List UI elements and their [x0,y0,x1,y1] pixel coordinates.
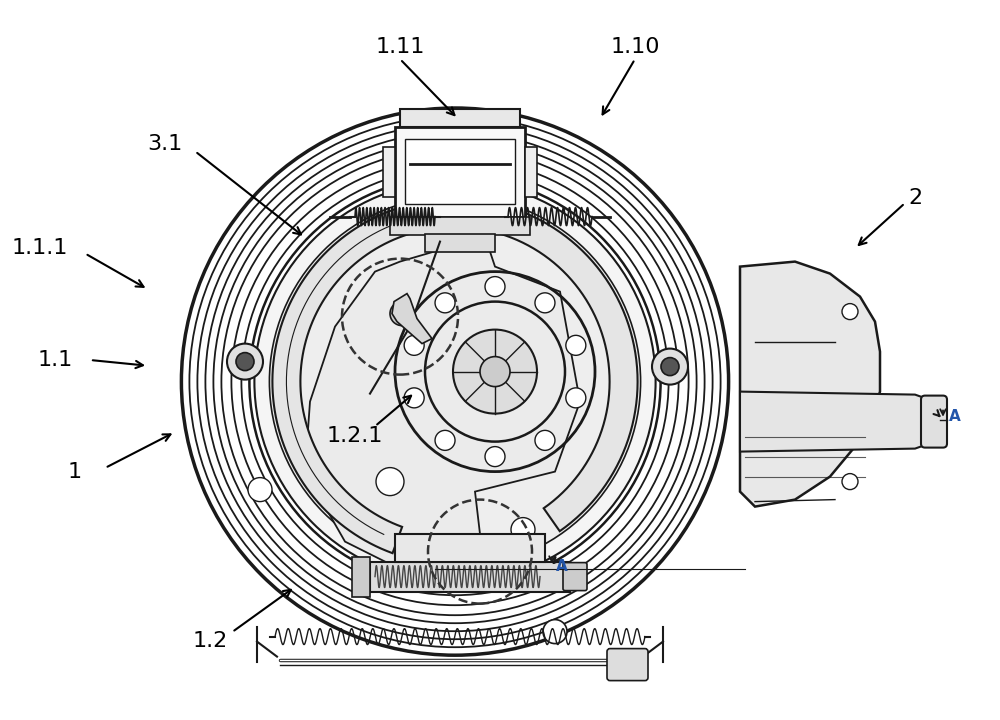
Bar [425,233,495,251]
Circle shape [435,293,455,312]
Text: 2: 2 [908,188,922,208]
Circle shape [227,343,263,379]
Polygon shape [740,392,935,451]
Circle shape [511,518,535,541]
Circle shape [254,181,656,582]
Text: 1.1: 1.1 [37,350,73,370]
Circle shape [248,477,272,502]
Text: 1.1.1: 1.1.1 [12,238,68,258]
Bar [395,127,525,217]
Polygon shape [482,202,638,531]
Circle shape [435,431,455,451]
Circle shape [404,388,424,408]
Circle shape [652,348,688,384]
Circle shape [566,336,586,356]
Circle shape [396,307,408,320]
Circle shape [535,293,555,312]
Text: 1.2: 1.2 [192,631,228,651]
Text: 1.10: 1.10 [610,37,660,57]
Bar [352,557,370,597]
Bar [370,562,570,592]
Text: 1.2.1: 1.2.1 [327,426,383,446]
Circle shape [269,196,641,567]
FancyBboxPatch shape [921,395,947,448]
Circle shape [842,304,858,320]
Circle shape [485,276,505,297]
Polygon shape [272,202,428,553]
Circle shape [485,446,505,467]
Circle shape [535,431,555,451]
Text: 1.11: 1.11 [375,37,425,57]
FancyBboxPatch shape [563,562,587,590]
Circle shape [842,474,858,490]
Circle shape [661,358,679,376]
Text: A: A [949,409,961,424]
FancyBboxPatch shape [607,649,648,680]
Bar [383,147,395,197]
Bar [400,109,520,127]
Polygon shape [305,237,580,582]
Bar [525,147,537,197]
Polygon shape [392,294,432,343]
Bar [390,217,530,235]
Circle shape [376,467,404,495]
Bar [395,534,545,562]
Circle shape [390,302,414,325]
Circle shape [404,336,424,356]
Circle shape [566,388,586,408]
Text: 3.1: 3.1 [147,134,183,154]
Circle shape [480,356,510,387]
Circle shape [543,620,567,644]
Circle shape [236,353,254,371]
Polygon shape [740,261,880,507]
Circle shape [453,330,537,413]
Text: 1: 1 [68,462,82,482]
Text: A: A [556,559,568,574]
Bar [405,139,515,204]
